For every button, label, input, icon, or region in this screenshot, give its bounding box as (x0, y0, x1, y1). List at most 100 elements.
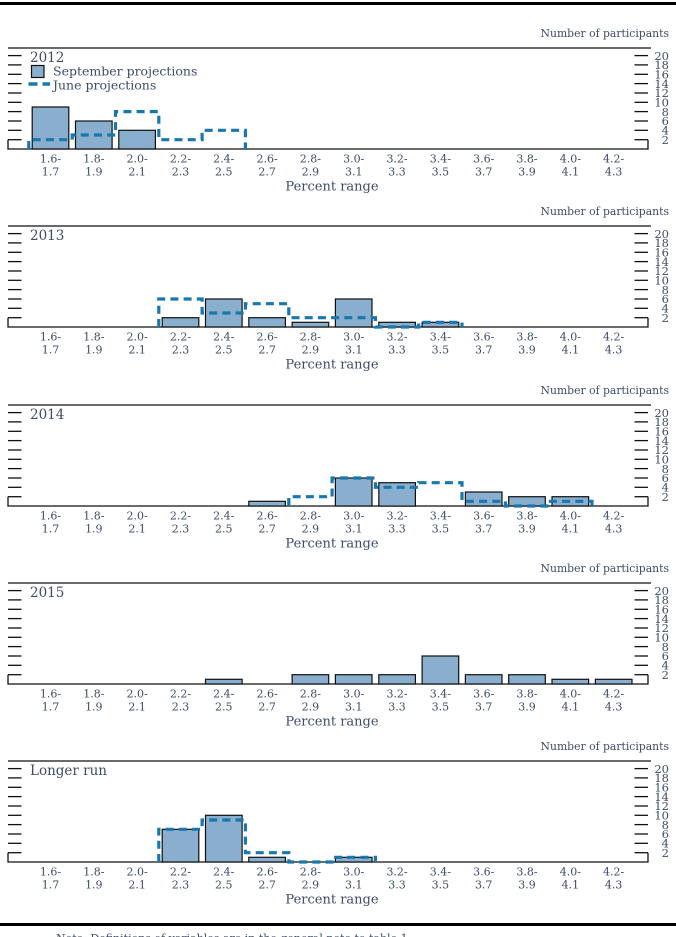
x-category-bottom: 4.3 (605, 344, 623, 357)
x-category-top: 3.4- (430, 510, 451, 523)
june-projections-line (27, 110, 247, 149)
x-category-top: 2.4- (213, 688, 234, 701)
september-bar (508, 674, 546, 685)
x-category-top: 3.8- (516, 331, 537, 344)
x-category-bottom: 4.1 (562, 166, 580, 179)
x-category-bottom: 3.3 (388, 879, 406, 892)
x-category-bottom: 3.7 (475, 523, 493, 536)
x-category-bottom: 3.9 (518, 701, 536, 714)
x-category-bottom: 1.9 (85, 166, 103, 179)
y-tick-label: 4 (662, 124, 669, 138)
x-category-bottom: 2.7 (258, 523, 276, 536)
y-axis-title: Number of participants (541, 562, 669, 575)
x-category-top: 1.6- (40, 153, 61, 166)
x-category-top: 2.6- (256, 153, 277, 166)
x-category-top: 2.8- (300, 866, 321, 879)
x-category-top: 3.2- (386, 688, 407, 701)
x-category-top: 3.0- (343, 510, 364, 523)
x-category-top: 2.8- (300, 510, 321, 523)
panel-2015: Number of participants246810121416182020… (7, 562, 669, 730)
y-tick-label: 6 (662, 292, 669, 306)
y-tick-label: 10 (654, 96, 669, 110)
y-tick-label: 6 (662, 471, 669, 485)
x-category-bottom: 2.3 (172, 166, 190, 179)
x-category-bottom: 3.1 (345, 344, 363, 357)
september-bar (464, 491, 503, 507)
y-axis-title: Number of participants (541, 205, 669, 218)
x-category-top: 3.0- (343, 688, 364, 701)
panel-title: Longer run (30, 763, 107, 779)
bottom-rule (0, 922, 676, 926)
x-category-top: 3.4- (430, 866, 451, 879)
x-category-bottom: 1.9 (85, 523, 103, 536)
y-tick-label: 6 (662, 649, 669, 663)
y-tick-label: 4 (662, 481, 669, 495)
y-tick-label: 4 (662, 659, 669, 673)
september-bar (291, 674, 330, 685)
footnote-text: Note: Definitions of variables are in th… (56, 933, 411, 937)
y-tick-label: 10 (654, 453, 669, 467)
x-category-top: 4.2- (603, 510, 624, 523)
x-category-bottom: 4.3 (605, 166, 623, 179)
x-category-top: 3.8- (516, 153, 537, 166)
x-category-top: 3.2- (386, 331, 407, 344)
september-bar (378, 321, 416, 328)
x-category-bottom: 2.5 (215, 523, 233, 536)
x-category-top: 1.6- (40, 510, 61, 523)
x-category-top: 1.8- (83, 510, 104, 523)
x-category-bottom: 3.3 (388, 344, 406, 357)
x-category-top: 2.2- (170, 153, 191, 166)
x-category-bottom: 2.7 (258, 166, 276, 179)
x-category-top: 3.0- (343, 866, 364, 879)
x-category-bottom: 2.7 (258, 344, 276, 357)
x-category-top: 2.2- (170, 510, 191, 523)
x-axis-title: Percent range (285, 180, 378, 195)
y-tick-label: 2 (662, 668, 669, 682)
september-bar (334, 298, 373, 328)
x-category-bottom: 2.1 (128, 523, 146, 536)
y-tick-label: 12 (654, 264, 669, 278)
x-category-bottom: 3.7 (475, 701, 493, 714)
x-category-top: 1.6- (40, 688, 61, 701)
september-bars (161, 814, 373, 863)
x-category-top: 2.4- (213, 866, 234, 879)
x-category-bottom: 1.9 (85, 879, 103, 892)
x-category-top: 3.0- (343, 153, 364, 166)
x-category-bottom: 1.7 (42, 166, 60, 179)
y-tick-label: 4 (662, 837, 669, 851)
x-category-bottom: 2.5 (215, 879, 233, 892)
y-tick-label: 12 (654, 621, 669, 635)
x-axis-labels: 1.6-1.71.8-1.92.0-2.12.2-2.32.4-2.52.6-2… (40, 331, 625, 357)
x-category-top: 4.0- (560, 510, 581, 523)
x-axis-title: Percent range (285, 358, 378, 373)
y-tick-label: 20 (654, 227, 669, 241)
x-category-top: 2.4- (213, 510, 234, 523)
x-category-bottom: 3.3 (388, 701, 406, 714)
panel-longer-run: Number of participants2468101214161820Lo… (7, 740, 669, 908)
x-category-bottom: 3.7 (475, 344, 493, 357)
x-category-top: 3.6- (473, 688, 494, 701)
y-tick-label: 18 (654, 58, 669, 72)
x-category-top: 2.6- (256, 866, 277, 879)
x-axis-title: Percent range (285, 537, 378, 552)
x-category-top: 1.6- (40, 866, 61, 879)
x-category-top: 3.6- (473, 510, 494, 523)
x-category-top: 2.6- (256, 510, 277, 523)
september-bars (31, 106, 157, 150)
x-category-top: 2.4- (213, 153, 234, 166)
september-bar (248, 856, 287, 863)
x-category-top: 2.2- (170, 866, 191, 879)
x-axis-labels: 1.6-1.71.8-1.92.0-2.12.2-2.32.4-2.52.6-2… (40, 153, 625, 179)
y-tick-label: 2 (662, 311, 669, 325)
y-tick-label: 6 (662, 827, 669, 841)
x-axis-title: Percent range (285, 715, 378, 730)
september-bar (334, 674, 373, 685)
x-category-bottom: 4.3 (605, 701, 623, 714)
x-category-top: 3.6- (473, 331, 494, 344)
x-category-top: 3.8- (516, 688, 537, 701)
x-category-top: 4.2- (603, 688, 624, 701)
x-axis-baseline (7, 496, 649, 507)
